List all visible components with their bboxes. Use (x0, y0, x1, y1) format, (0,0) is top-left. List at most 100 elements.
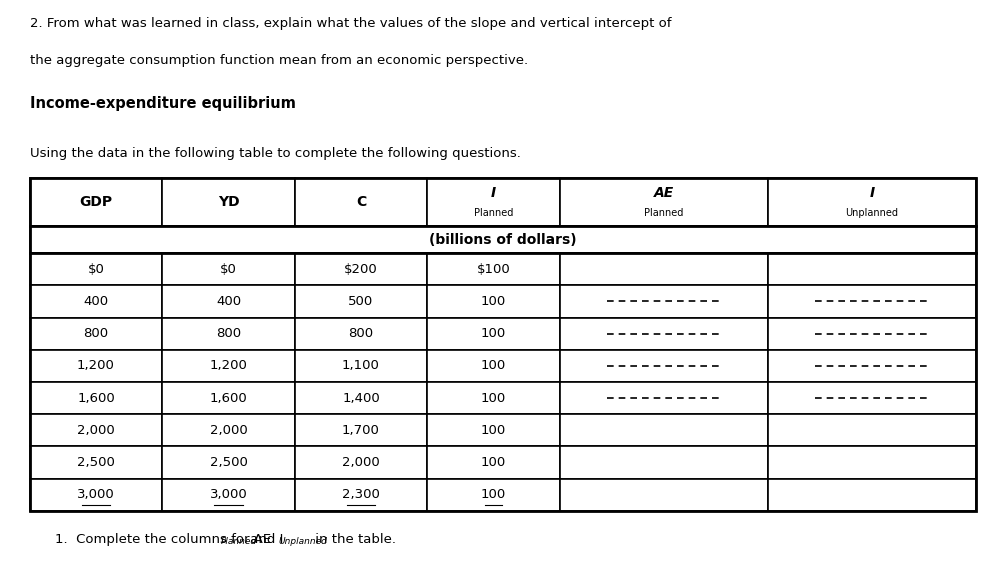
Text: $200: $200 (344, 263, 378, 276)
Text: Planned: Planned (644, 207, 684, 218)
Polygon shape (30, 226, 976, 253)
Text: 800: 800 (83, 327, 109, 340)
Polygon shape (560, 253, 768, 285)
Polygon shape (427, 446, 560, 479)
Polygon shape (768, 382, 976, 414)
Polygon shape (427, 178, 560, 226)
Polygon shape (768, 350, 976, 382)
Text: 1,600: 1,600 (210, 392, 248, 405)
Polygon shape (30, 446, 163, 479)
Polygon shape (768, 253, 976, 285)
Text: 100: 100 (481, 327, 506, 340)
Text: Income-expenditure equilibrium: Income-expenditure equilibrium (30, 96, 295, 111)
Polygon shape (163, 382, 294, 414)
Polygon shape (560, 446, 768, 479)
Polygon shape (163, 285, 294, 318)
Text: 1,200: 1,200 (209, 359, 248, 372)
Polygon shape (163, 318, 294, 350)
Polygon shape (768, 446, 976, 479)
Polygon shape (294, 285, 427, 318)
Polygon shape (560, 414, 768, 446)
Polygon shape (294, 382, 427, 414)
Text: (billions of dollars): (billions of dollars) (429, 233, 577, 246)
Polygon shape (427, 318, 560, 350)
Polygon shape (30, 382, 163, 414)
Text: 3,000: 3,000 (77, 488, 115, 501)
Text: YD: YD (218, 195, 239, 209)
Text: 2,500: 2,500 (77, 456, 115, 469)
Polygon shape (768, 178, 976, 226)
Text: I: I (869, 186, 875, 201)
Polygon shape (427, 382, 560, 414)
Polygon shape (560, 382, 768, 414)
Text: 100: 100 (481, 456, 506, 469)
Text: Unplanned: Unplanned (845, 207, 899, 218)
Text: 2,500: 2,500 (209, 456, 248, 469)
Polygon shape (294, 253, 427, 285)
Text: $0: $0 (87, 263, 104, 276)
Text: 1,100: 1,100 (342, 359, 380, 372)
Polygon shape (560, 350, 768, 382)
Polygon shape (560, 479, 768, 511)
Polygon shape (163, 414, 294, 446)
Text: 100: 100 (481, 392, 506, 405)
Polygon shape (163, 253, 294, 285)
Polygon shape (30, 414, 163, 446)
Text: 3,000: 3,000 (210, 488, 248, 501)
Polygon shape (30, 350, 163, 382)
Polygon shape (427, 285, 560, 318)
Polygon shape (560, 318, 768, 350)
Text: 2,000: 2,000 (210, 424, 248, 437)
Text: 2,300: 2,300 (342, 488, 380, 501)
Polygon shape (163, 178, 294, 226)
Text: and I: and I (246, 533, 283, 546)
Text: AE: AE (654, 186, 674, 201)
Text: 100: 100 (481, 359, 506, 372)
Polygon shape (560, 178, 768, 226)
Text: $100: $100 (477, 263, 510, 276)
Polygon shape (768, 318, 976, 350)
Text: 2,000: 2,000 (342, 456, 380, 469)
Polygon shape (768, 479, 976, 511)
Polygon shape (30, 318, 163, 350)
Text: 800: 800 (216, 327, 241, 340)
Polygon shape (163, 350, 294, 382)
Text: C: C (356, 195, 366, 209)
Polygon shape (294, 318, 427, 350)
Polygon shape (427, 350, 560, 382)
Polygon shape (294, 178, 427, 226)
Text: 2,000: 2,000 (77, 424, 115, 437)
Text: the aggregate consumption function mean from an economic perspective.: the aggregate consumption function mean … (30, 54, 528, 67)
Text: 1,400: 1,400 (342, 392, 380, 405)
Text: 400: 400 (83, 295, 109, 308)
Text: Using the data in the following table to complete the following questions.: Using the data in the following table to… (30, 147, 520, 160)
Text: 500: 500 (349, 295, 374, 308)
Polygon shape (30, 253, 163, 285)
Polygon shape (427, 414, 560, 446)
Text: 1,200: 1,200 (77, 359, 115, 372)
Text: 2. From what was learned in class, explain what the values of the slope and vert: 2. From what was learned in class, expla… (30, 17, 671, 30)
Text: Unplanned: Unplanned (278, 537, 327, 546)
Polygon shape (560, 285, 768, 318)
Text: GDP: GDP (79, 195, 113, 209)
Polygon shape (427, 479, 560, 511)
Polygon shape (294, 350, 427, 382)
Text: 1,700: 1,700 (342, 424, 380, 437)
Text: $0: $0 (220, 263, 237, 276)
Polygon shape (294, 479, 427, 511)
Text: 100: 100 (481, 424, 506, 437)
Polygon shape (30, 479, 163, 511)
Text: in the table.: in the table. (311, 533, 395, 546)
Polygon shape (163, 479, 294, 511)
Polygon shape (30, 178, 163, 226)
Polygon shape (294, 414, 427, 446)
Text: 100: 100 (481, 488, 506, 501)
Text: 100: 100 (481, 295, 506, 308)
Text: Planned: Planned (220, 537, 257, 546)
Polygon shape (30, 285, 163, 318)
Polygon shape (768, 414, 976, 446)
Text: 400: 400 (216, 295, 241, 308)
Text: Planned: Planned (474, 207, 513, 218)
Polygon shape (294, 446, 427, 479)
Polygon shape (427, 253, 560, 285)
